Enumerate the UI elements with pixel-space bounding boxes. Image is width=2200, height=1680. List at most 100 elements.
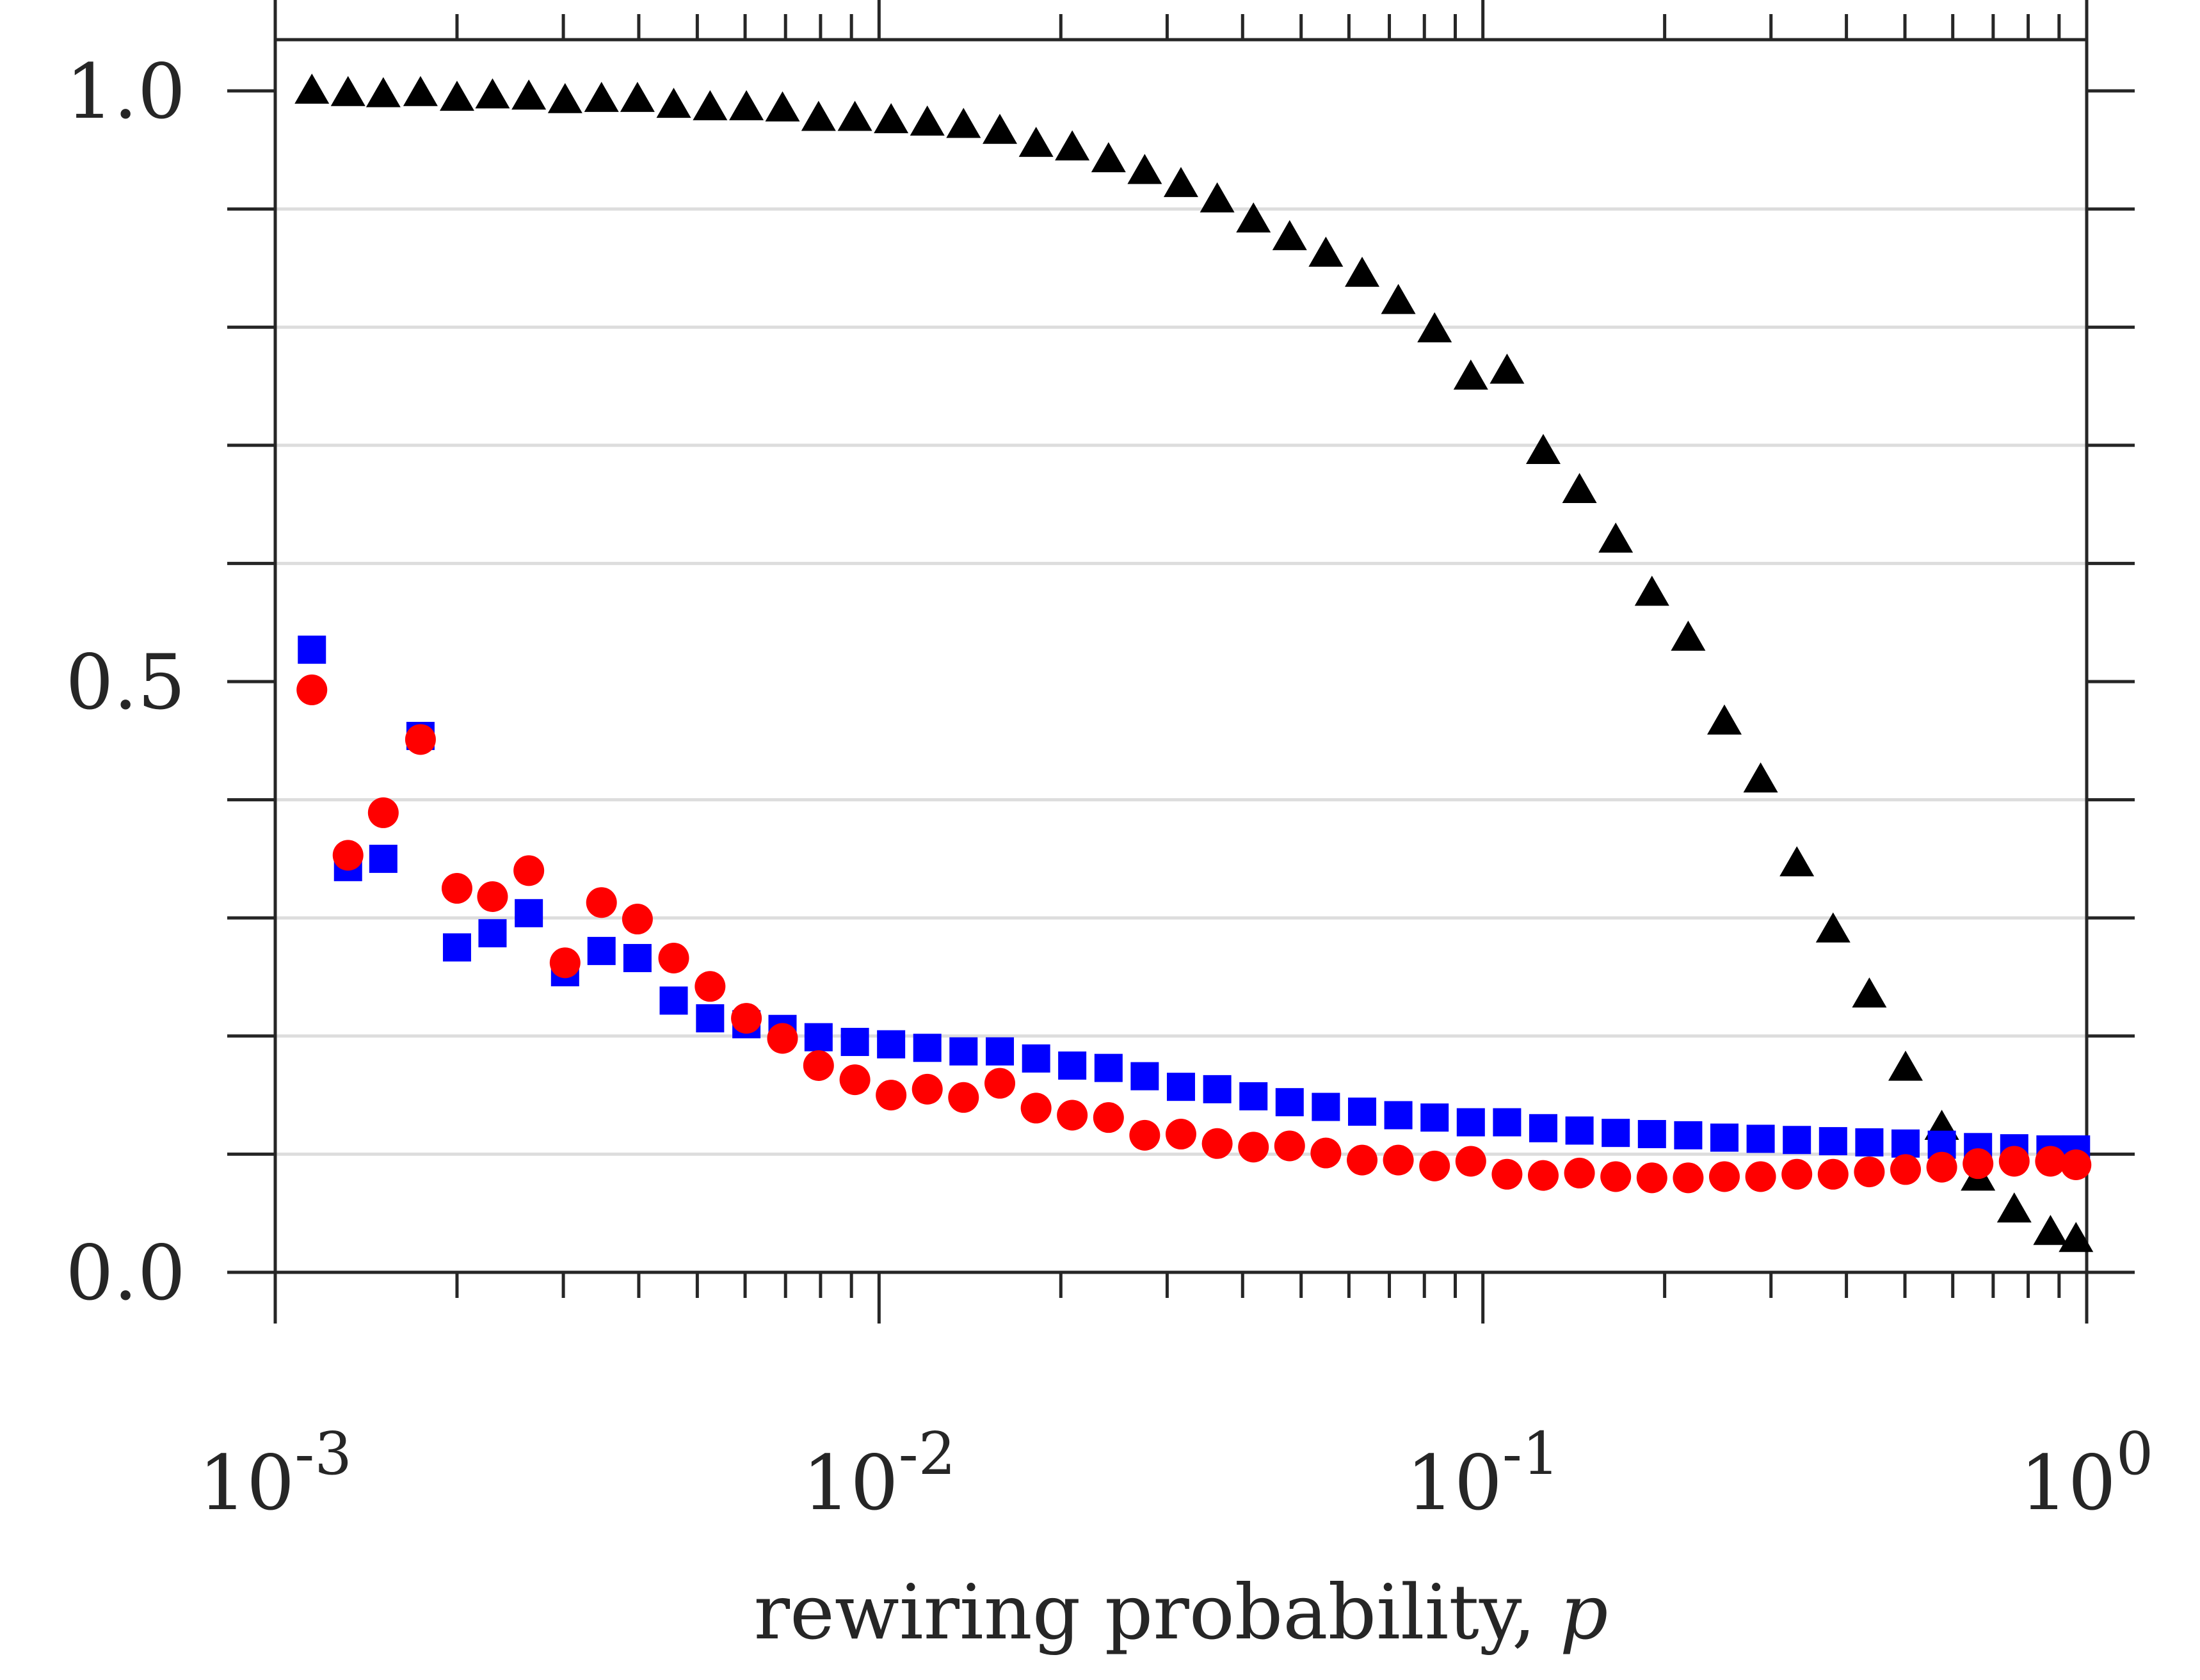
circle-marker [876,1080,907,1111]
circle-marker [1057,1100,1088,1131]
x-axis-title-text: rewiring probability, [754,1568,1560,1656]
triangle-marker [1489,353,1525,384]
circle-marker [1419,1150,1450,1181]
square-marker [1058,1051,1087,1080]
triangle-marker [801,100,836,131]
triangle-marker [1272,220,1307,250]
circle-marker [513,855,545,886]
triangle-marker [439,81,474,111]
circle-marker [1129,1119,1160,1151]
circle-marker [839,1064,871,1096]
triangle-marker [1453,359,1488,390]
square-marker [1166,1073,1195,1101]
circle-marker [332,840,364,871]
x-tick-exponent: 0 [2116,1420,2154,1488]
square-marker [369,844,397,873]
triangle-marker [1779,846,1815,877]
triangle-marker [1091,142,1126,173]
circle-marker [1527,1160,1559,1191]
triangle-marker [656,88,691,118]
triangle-marker [1200,182,1235,212]
circle-marker [477,881,508,912]
square-marker [1855,1128,1884,1156]
circle-marker [405,724,436,755]
square-marker [1275,1088,1304,1117]
triangle-marker [910,105,945,136]
triangle-marker [765,91,800,122]
circle-marker [1636,1162,1667,1194]
square-marker [1420,1103,1449,1132]
triangle-marker [1671,620,1706,651]
triangle-marker [584,81,619,112]
x-tick-label: 10-1 [1406,1420,1560,1527]
triangle-marker [1562,472,1597,503]
triangle-marker [983,113,1018,144]
triangle-marker [475,78,510,109]
circle-marker [586,887,617,918]
triangle-marker [693,90,728,120]
triangle-marker [1417,312,1452,342]
square-marker [1312,1092,1340,1121]
circle-marker [2035,1146,2066,1177]
square-marker [1022,1044,1050,1073]
triangle-marker [511,79,547,110]
y-tick-label: 1.0 [65,47,186,136]
y-tick-labels: 0.0 0.5 1.0 [65,47,186,1317]
triangle-marker [946,108,981,138]
triangle-marker [330,76,365,106]
triangle-marker [1127,154,1162,184]
triangle-marker [837,100,872,131]
circle-marker [767,1023,798,1054]
circle-marker [1926,1151,1957,1183]
square-marker [696,1004,725,1033]
square-marker [1602,1119,1630,1148]
circle-marker [658,942,689,973]
circle-marker [911,1073,943,1105]
square-marker [1891,1129,1920,1158]
triangle-marker [1163,166,1198,197]
circle-marker [549,947,581,979]
triangle-marker [2033,1215,2068,1245]
square-marker [1565,1116,1594,1145]
triangle-marker [1055,130,1090,161]
square-marker [804,1023,833,1052]
circle-marker [367,797,399,828]
circle-marker [1383,1144,1414,1176]
square-marker [1094,1053,1123,1082]
triangle-marker [1236,202,1271,233]
circle-marker [984,1068,1016,1099]
square-marker [515,899,543,927]
circle-marker [1564,1157,1595,1188]
square-marker [1746,1124,1775,1153]
circle-marker [1310,1137,1342,1169]
circle-marker [296,674,328,705]
triangle-marker [874,103,909,134]
triangle-marker [403,76,438,106]
triangle-marker [547,83,582,113]
square-marker [986,1037,1015,1066]
x-tick-exponent: -1 [1502,1420,1560,1488]
circle-marker [1745,1161,1776,1192]
triangle-marker [1345,257,1380,287]
square-marker [442,933,471,962]
circle-marker [1781,1158,1813,1190]
triangle-marker [1018,127,1054,157]
square-marker [949,1037,978,1066]
triangle-marker [1634,575,1669,606]
x-tick-base: 10 [198,1439,294,1527]
square-marker [298,636,326,664]
triangle-marker [729,90,764,120]
circle-marker [695,971,726,1002]
triangle-marker [294,74,330,104]
square-marker [1710,1123,1739,1152]
data-markers [294,74,2094,1252]
square-marker [659,986,688,1015]
circle-marker [1890,1154,1922,1185]
square-marker [1239,1082,1268,1110]
circle-marker [1020,1092,1052,1124]
circle-marker [441,873,472,904]
grid-layer [275,207,2087,1156]
square-marker [1674,1121,1703,1149]
triangle-marker [1525,434,1561,465]
plot-frame [273,38,2089,1274]
